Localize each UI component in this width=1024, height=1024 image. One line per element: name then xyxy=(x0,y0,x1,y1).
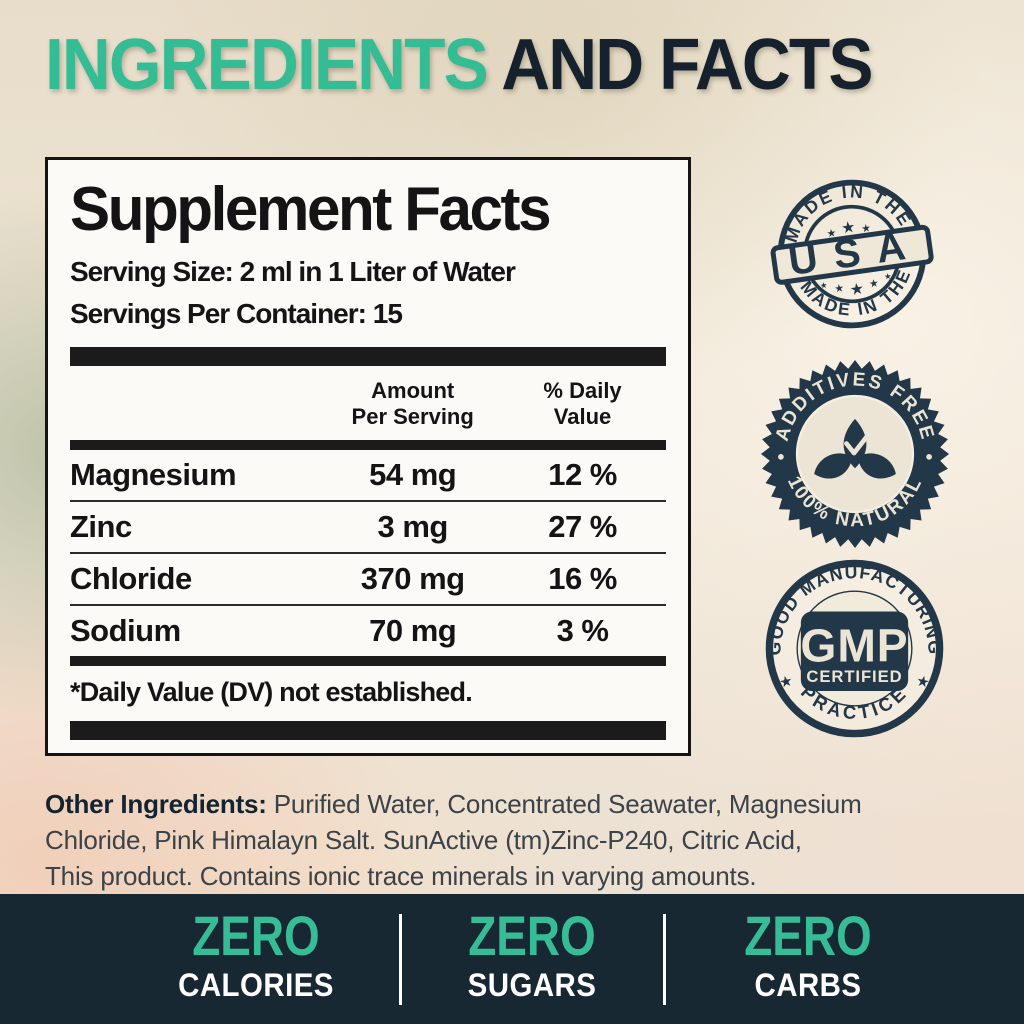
nutrient-daily-value: 3 % xyxy=(556,613,609,648)
zero-sugars-claim: ZERO SUGARS xyxy=(454,904,610,1003)
column-header-amount: Amount Per Serving xyxy=(326,378,499,430)
made-in-usa-badge: MADE IN THE MADE IN THE ★ ★ ★ ★ ★ USA ★ … xyxy=(770,173,934,329)
title-rest: AND FACTS xyxy=(486,25,873,105)
nutrient-name: Zinc xyxy=(70,509,132,544)
gmp-center-plate xyxy=(800,611,909,692)
other-ingredients-line1-rest: Purified Water, Concentrated Seawater, M… xyxy=(266,789,862,819)
star-icon: ★ xyxy=(883,271,892,282)
column-header-amount-line2: Per Serving xyxy=(351,404,474,429)
zero-text: ZERO xyxy=(744,904,872,967)
column-header-dv-line2: Value xyxy=(553,404,612,429)
divider-medium-header xyxy=(70,440,666,450)
star-icon: ★ xyxy=(834,282,846,295)
nutrient-daily-value: 12 % xyxy=(548,457,617,492)
zero-text: ZERO xyxy=(468,904,596,967)
star-icon: ★ xyxy=(826,227,838,240)
nutrient-amount: 54 mg xyxy=(369,457,457,492)
divider-medium-footnote xyxy=(70,656,666,666)
gmp-certified-text: CERTIFIED xyxy=(806,667,902,686)
page-title: INGREDIENTS AND FACTS xyxy=(45,24,873,106)
nutrient-amount: 3 mg xyxy=(377,509,449,544)
column-header-blank xyxy=(70,378,326,430)
star-icon: ★ xyxy=(840,219,856,238)
zero-carbs-claim: ZERO CARBS xyxy=(730,904,886,1003)
usa-banner xyxy=(770,224,934,285)
star-icon: ★ xyxy=(860,222,872,235)
checkmark-icon xyxy=(844,433,870,456)
column-header-dv-line1: % Daily xyxy=(543,378,622,403)
zero-text: ZERO xyxy=(192,904,320,967)
nutrient-row: Chloride 370 mg 16 % xyxy=(70,554,666,606)
zero-claim-label: CALORIES xyxy=(178,967,334,1003)
star-icon: ★ xyxy=(849,280,865,299)
divider-thick-bottom xyxy=(70,721,666,740)
other-ingredients-line3: This product. Contains ionic trace miner… xyxy=(45,861,757,891)
nutrient-amount: 70 mg xyxy=(369,613,457,648)
serving-size-text: Serving Size: 2 ml in 1 Liter of Water xyxy=(70,256,516,287)
divider-thick-top xyxy=(70,347,666,366)
additives-free-badge: ADDITIVES FREE 100% NATURAL xyxy=(760,359,950,549)
facts-heading: Supplement Facts xyxy=(70,175,552,244)
other-ingredients-paragraph: Other Ingredients: Purified Water, Conce… xyxy=(45,786,975,894)
star-icon: ★ xyxy=(868,277,880,290)
column-header-amount-line1: Amount xyxy=(371,378,455,403)
star-icon: ★ xyxy=(778,673,794,691)
nutrient-daily-value: 27 % xyxy=(548,509,617,544)
nutrient-row: Zinc 3 mg 27 % xyxy=(70,502,666,554)
nutrient-amount: 370 mg xyxy=(360,561,465,596)
zero-calories-claim: ZERO CALORIES xyxy=(171,904,340,1003)
title-highlight: INGREDIENTS xyxy=(45,25,489,105)
other-ingredients-line2: Chloride, Pink Himalayn Salt. SunActive … xyxy=(45,825,802,855)
column-header-daily-value: % Daily Value xyxy=(499,378,666,430)
dot-separator-icon xyxy=(778,454,784,460)
nutrient-row: Magnesium 54 mg 12 % xyxy=(70,450,666,502)
nutrient-name: Sodium xyxy=(70,613,181,648)
zero-claim-label: CARBS xyxy=(754,967,862,1003)
claim-separator xyxy=(663,914,666,1005)
gmp-center-text: GMP xyxy=(800,619,908,671)
star-icon: ★ xyxy=(915,673,931,691)
nutrient-name: Chloride xyxy=(70,561,192,596)
nutrient-daily-value: 16 % xyxy=(548,561,617,596)
star-icon: ★ xyxy=(819,280,828,291)
nutrient-name: Magnesium xyxy=(70,457,237,492)
other-ingredients-label: Other Ingredients: xyxy=(45,789,267,819)
daily-value-footnote: *Daily Value (DV) not established. xyxy=(70,677,473,707)
leaf-icon xyxy=(814,418,896,479)
table-header-row: Amount Per Serving % Daily Value xyxy=(70,378,666,430)
zero-claims-bar: ZERO CALORIES ZERO SUGARS ZERO CARBS xyxy=(0,894,1024,1024)
zero-claim-label: SUGARS xyxy=(467,967,597,1003)
servings-per-container-text: Servings Per Container: 15 xyxy=(70,298,403,329)
supplement-facts-panel: Supplement Facts Serving Size: 2 ml in 1… xyxy=(45,157,691,756)
dot-separator-icon xyxy=(926,454,932,460)
claim-separator xyxy=(399,914,402,1005)
nutrient-row: Sodium 70 mg 3 % xyxy=(70,606,666,656)
gmp-certified-badge: GOOD MANUFACTURING PRACTICE GMP CERTIFIE… xyxy=(764,559,943,738)
other-ingredients-line1: Other Ingredients: Purified Water, Conce… xyxy=(45,786,975,822)
